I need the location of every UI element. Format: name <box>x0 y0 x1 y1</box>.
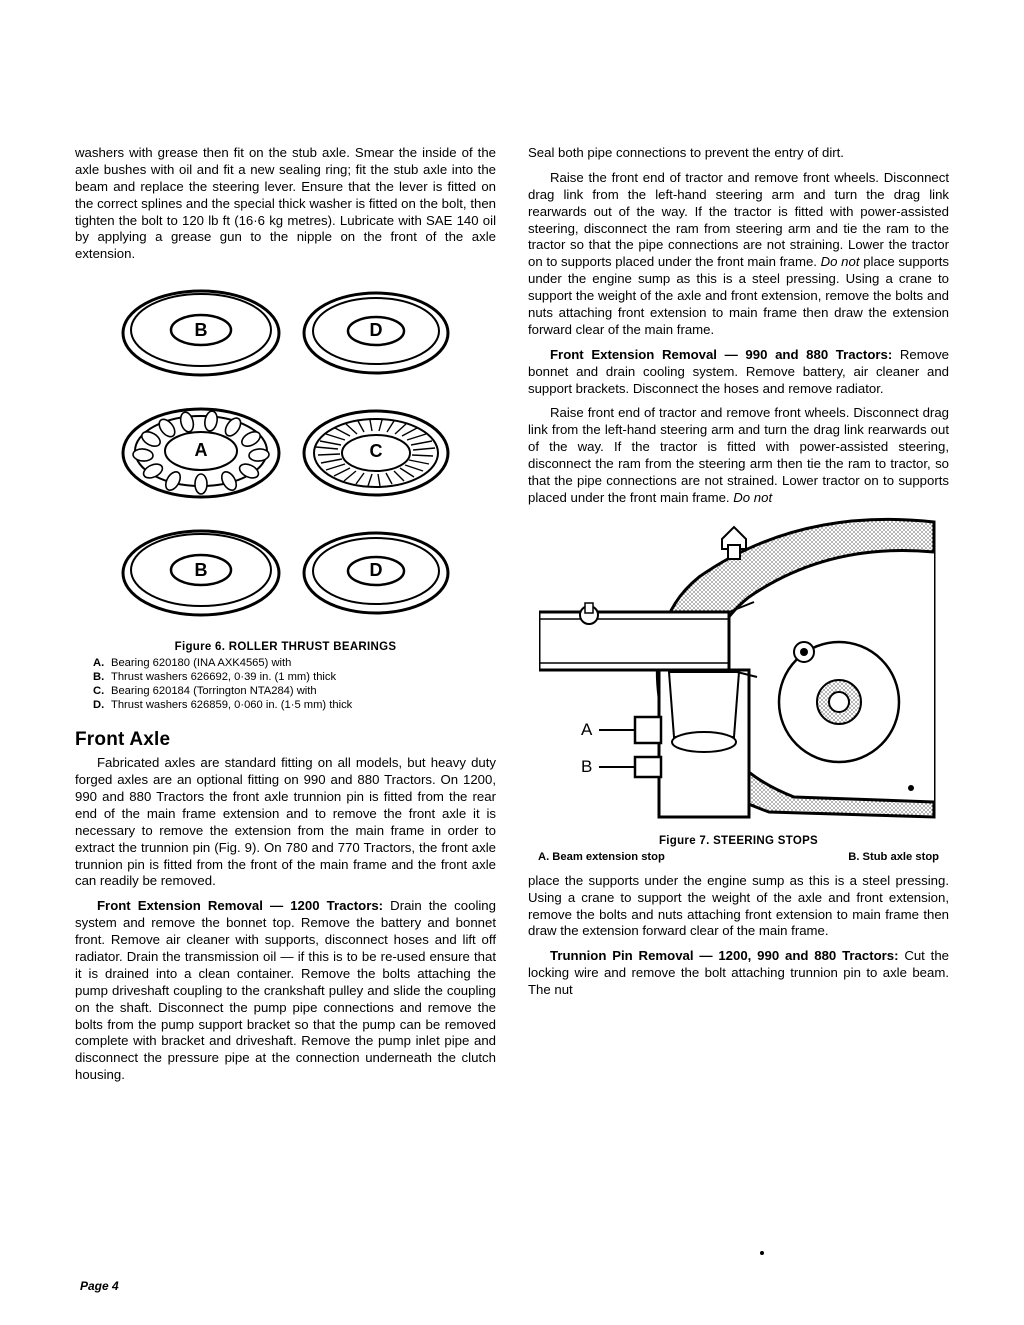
figure-7-legend: A. Beam extension stop B. Stub axle stop <box>538 851 939 863</box>
right-column: Seal both pipe connections to prevent th… <box>528 145 949 1092</box>
right-para-6: Trunnion Pin Removal — 1200, 990 and 880… <box>528 948 949 999</box>
manual-page: washers with grease then fit on the stub… <box>0 0 1024 1325</box>
label-C: C <box>369 441 382 461</box>
right-para-5: place the supports under the engine sump… <box>528 873 949 941</box>
label-A: A <box>581 720 593 739</box>
roller-thrust-bearings-diagram: B D <box>106 273 466 633</box>
figure-7-legend-B: B. Stub axle stop <box>739 851 940 863</box>
steering-stops-diagram: A B <box>539 517 939 827</box>
label-B: B <box>581 757 592 776</box>
page-number: Page 4 <box>80 1279 119 1293</box>
figure-7-legend-A: A. Beam extension stop <box>538 851 739 863</box>
figure-6-legend-B: B.Thrust washers 626692, 0·39 in. (1 mm)… <box>93 671 496 683</box>
left-column: washers with grease then fit on the stub… <box>75 145 496 1092</box>
para3-lead: Front Extension Removal — 1200 Tractors: <box>97 898 383 913</box>
right-para-4: Raise front end of tractor and remove fr… <box>528 405 949 506</box>
right-para-1: Seal both pipe connections to prevent th… <box>528 145 949 162</box>
figure-6-legend-A: A.Bearing 620180 (INA AXK4565) with <box>93 657 496 669</box>
figure-6-legend-D: D.Thrust washers 626859, 0·060 in. (1·5 … <box>93 699 496 711</box>
figure-7-caption: Figure 7. STEERING STOPS <box>528 835 949 847</box>
figure-7: A B <box>528 517 949 827</box>
two-column-layout: washers with grease then fit on the stub… <box>75 145 949 1092</box>
left-para-3: Front Extension Removal — 1200 Tractors:… <box>75 898 496 1084</box>
label-B-top: B <box>194 320 207 340</box>
front-axle-heading: Front Axle <box>75 729 496 751</box>
figure-6-caption: Figure 6. ROLLER THRUST BEARINGS <box>75 641 496 653</box>
figure-6: B D <box>75 273 496 633</box>
label-D-top: D <box>369 320 382 340</box>
figure-6-legend-C: C.Bearing 620184 (Torrington NTA284) wit… <box>93 685 496 697</box>
label-A: A <box>194 440 207 460</box>
print-dot <box>908 785 914 791</box>
left-para-2: Fabricated axles are standard fitting on… <box>75 755 496 890</box>
label-D-bottom: D <box>369 560 382 580</box>
right-para-2: Raise the front end of tractor and remov… <box>528 170 949 339</box>
left-para-1: washers with grease then fit on the stub… <box>75 145 496 263</box>
right-para-3: Front Extension Removal — 990 and 880 Tr… <box>528 347 949 398</box>
label-B-bottom: B <box>194 560 207 580</box>
print-dot <box>760 1251 764 1255</box>
